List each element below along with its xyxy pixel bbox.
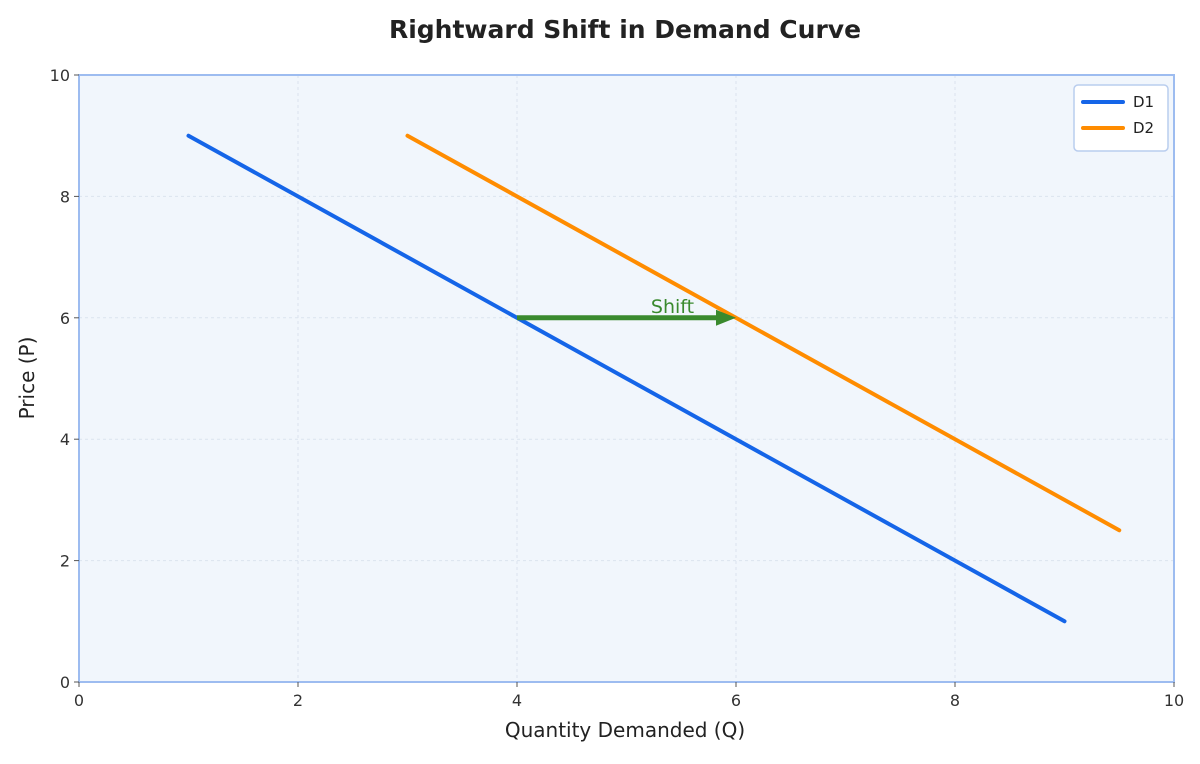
y-tick-label: 0: [60, 673, 70, 692]
x-tick-label: 8: [950, 691, 960, 710]
y-tick-label: 8: [60, 187, 70, 206]
shift-arrow-head: [716, 309, 736, 326]
y-axis-label: Price (P): [15, 337, 39, 420]
x-tick-label: 6: [731, 691, 741, 710]
x-tick-label: 2: [293, 691, 303, 710]
y-tick-label: 6: [60, 309, 70, 328]
y-tick-label: 4: [60, 430, 70, 449]
series-line-d2: [405, 133, 1122, 533]
y-tick-label: 2: [60, 552, 70, 571]
shift-arrow-label: Shift: [651, 296, 694, 318]
chart-title: Rightward Shift in Demand Curve: [389, 15, 861, 44]
legend-label-d2: D2: [1133, 119, 1154, 137]
x-axis-label: Quantity Demanded (Q): [505, 718, 745, 742]
x-tick-label: 0: [74, 691, 84, 710]
x-tick-label: 10: [1164, 691, 1184, 710]
plot-frame: [78, 74, 1175, 683]
y-tick-label: 10: [50, 66, 70, 85]
legend-label-d1: D1: [1133, 93, 1154, 111]
series-line-d1: [186, 133, 1067, 624]
x-tick-label: 4: [512, 691, 522, 710]
